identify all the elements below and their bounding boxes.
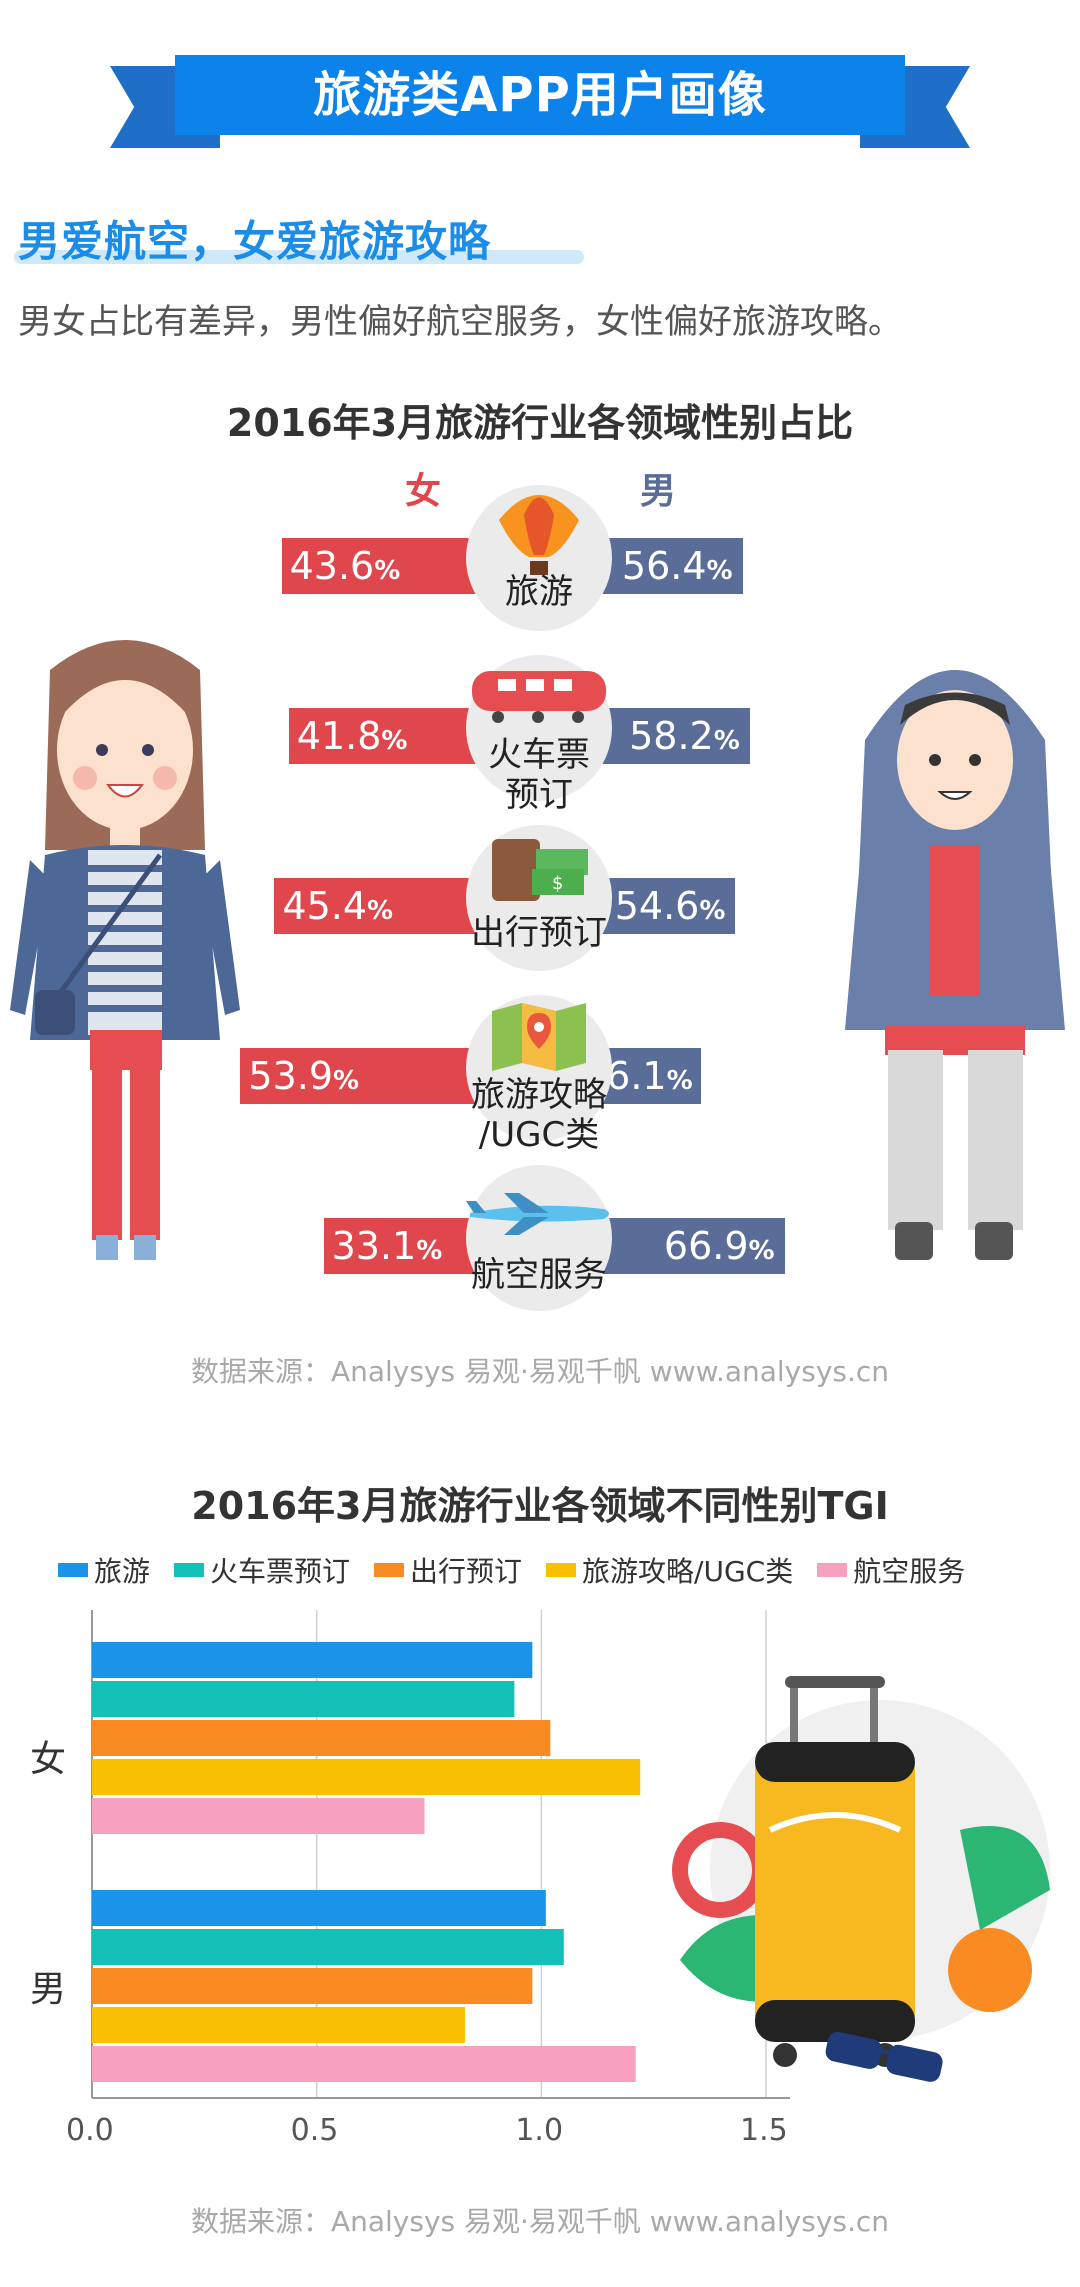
hot-air-balloon-icon	[499, 495, 579, 575]
tgi-bar-男-0	[92, 1890, 546, 1926]
legend-label: 旅游	[94, 1555, 151, 1588]
percent-unit: %	[381, 726, 408, 756]
x-tick-label: 0.0	[66, 2113, 114, 2148]
male-value: 56.4	[621, 544, 707, 588]
legend-label: 航空服务	[853, 1555, 966, 1588]
female-value: 33.1	[331, 1224, 417, 1268]
travel-guide-circle	[466, 995, 612, 1141]
legend-female: 女	[405, 471, 442, 512]
map-pin-icon	[492, 1003, 586, 1071]
percent-unit: %	[699, 896, 726, 926]
chart1-title: 2016年3月旅游行业各领域性别占比	[226, 401, 854, 445]
legend-item-2: 出行预订	[374, 1550, 522, 1590]
x-tick-label: 1.5	[740, 2113, 788, 2148]
tgi-bar-女-2	[92, 1720, 551, 1756]
male-value: 66.9	[663, 1224, 749, 1268]
category-label-airline: 航空服务	[471, 1255, 607, 1295]
category-label-train: 火车票 预订	[488, 735, 590, 815]
legend-label: 火车票预订	[210, 1555, 351, 1588]
banner-title: 旅游类APP用户画像	[175, 55, 905, 135]
male-value: 54.6	[614, 884, 700, 928]
svg-text:$: $	[552, 873, 563, 894]
female-bar-0: 43.6%	[281, 538, 496, 594]
category-label-travel: 旅游	[505, 572, 573, 612]
category-label-trip-booking: 出行预订	[471, 913, 607, 953]
male-value: 58.2	[629, 714, 714, 758]
female-value: 43.6	[289, 544, 375, 588]
airplane-icon	[466, 1193, 609, 1235]
wallet-cash-icon: $	[492, 839, 588, 901]
tgi-category-female: 女	[30, 1739, 67, 1780]
section-description: 男女占比有差异，男性偏好航空服务，女性偏好旅游攻略。	[18, 302, 902, 342]
percent-unit: %	[706, 556, 733, 586]
chart2-source: 数据来源：Analysys 易观·易观千帆 www.analysys.cn	[190, 2205, 890, 2238]
tgi-bar-男-2	[92, 1968, 533, 2004]
section-title: 男爱航空，女爱旅游攻略	[18, 217, 492, 266]
legend-item-1: 火车票预订	[174, 1550, 350, 1590]
travel-circle	[466, 485, 612, 631]
female-value: 53.9	[248, 1054, 333, 1098]
female-figure-illustration	[10, 640, 240, 1260]
female-bar-2: 45.4%	[274, 878, 496, 934]
female-bar-3: 53.9%	[240, 1048, 496, 1104]
legend-male: 男	[640, 471, 677, 512]
legend-swatch	[174, 1563, 205, 1577]
chart1-source: 数据来源：Analysys 易观·易观千帆 www.analysys.cn	[190, 1355, 890, 1388]
suitcase-illustration	[672, 1676, 1050, 2082]
tgi-bar-女-1	[92, 1681, 515, 1717]
tgi-bar-男-1	[92, 1929, 564, 1965]
percent-unit: %	[374, 556, 401, 586]
category-label-guide: 旅游攻略/UGC类	[471, 1075, 607, 1155]
legend-swatch	[817, 1563, 848, 1577]
legend-item-0: 旅游	[58, 1550, 150, 1590]
percent-unit: %	[416, 1236, 443, 1266]
tgi-bar-男-3	[92, 2007, 465, 2043]
percent-unit: %	[666, 1066, 693, 1096]
tgi-chart	[91, 1610, 790, 2099]
train-icon	[472, 671, 606, 723]
tgi-bar-女-0	[92, 1642, 533, 1678]
legend-swatch	[58, 1563, 88, 1577]
tgi-bar-女-4	[92, 1798, 425, 1834]
percent-unit: %	[367, 896, 394, 926]
chart2-title: 2016年3月旅游行业各领域不同性别TGI	[191, 1484, 889, 1528]
percent-unit: %	[333, 1066, 360, 1096]
chart2-legend: 旅游 火车票预订 出行预订 旅游攻略/UGC类 航空服务	[58, 1550, 965, 1590]
male-figure-illustration	[845, 670, 1065, 1260]
percent-unit: %	[748, 1236, 775, 1266]
tgi-bar-男-4	[92, 2046, 636, 2082]
male-bar-4: 66.9%	[582, 1218, 785, 1274]
female-value: 41.8	[296, 714, 382, 758]
female-value: 45.4	[282, 884, 367, 928]
legend-label: 旅游攻略/UGC类	[582, 1555, 794, 1588]
legend-item-3: 旅游攻略/UGC类	[546, 1550, 793, 1590]
x-tick-label: 1.0	[515, 2113, 564, 2148]
tgi-bar-女-3	[92, 1759, 641, 1795]
x-tick-label: 0.5	[290, 2113, 339, 2148]
female-bar-1: 41.8%	[288, 708, 496, 764]
tgi-category-male: 男	[30, 1969, 67, 2010]
percent-unit: %	[713, 726, 740, 756]
airline-service-circle	[466, 1165, 612, 1311]
legend-label: 出行预订	[410, 1555, 523, 1588]
legend-swatch	[546, 1563, 577, 1577]
legend-swatch	[374, 1563, 405, 1577]
trip-booking-circle: $	[466, 825, 612, 971]
train-ticket-circle	[466, 655, 612, 801]
legend-item-4: 航空服务	[817, 1550, 965, 1590]
